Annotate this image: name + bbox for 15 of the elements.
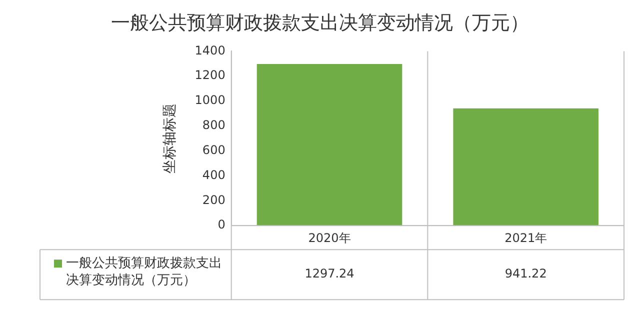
y-tick-label: 400 <box>202 168 226 182</box>
y-tick-label: 0 <box>218 218 226 232</box>
legend-label: 一般公共预算财政拨款支出决算变动情况（万元） <box>66 256 222 288</box>
chart-title: 一般公共预算财政拨款支出决算变动情况（万元） <box>110 11 530 36</box>
y-tick-label: 600 <box>202 142 226 157</box>
y-tick-label: 1200 <box>194 68 226 82</box>
y-tick-label: 1400 <box>194 43 226 58</box>
y-axis-title: 坐标轴标题 <box>162 103 178 174</box>
x-tick-label: 2020年 <box>308 230 351 245</box>
y-tick-label: 1000 <box>194 93 226 108</box>
y-tick-label: 200 <box>202 192 226 207</box>
y-tick-label: 800 <box>202 118 226 132</box>
data-label: 1297.24 <box>304 266 354 281</box>
data-label: 941.22 <box>504 266 547 281</box>
x-tick-label: 2021年 <box>504 230 548 245</box>
